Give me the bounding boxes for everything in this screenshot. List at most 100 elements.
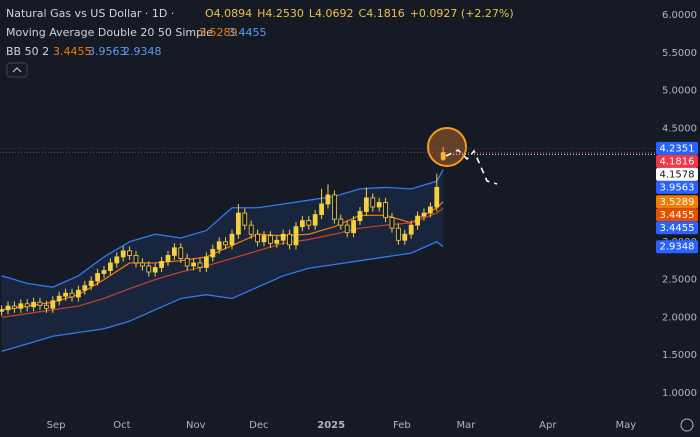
candle-body <box>383 202 388 218</box>
indicator-value: 3.5289 <box>199 26 238 39</box>
candle-body <box>139 262 145 267</box>
candle-body <box>395 227 401 241</box>
x-tick-label: Nov <box>186 420 206 431</box>
candle-body <box>165 254 171 262</box>
candle-body <box>191 262 196 267</box>
ohlc-value: +0.0927 (+2.27%) <box>410 7 514 20</box>
collapse-button[interactable] <box>6 62 28 78</box>
candle-body <box>120 250 126 258</box>
y-tick-label: 6.0000 <box>662 10 697 21</box>
candle-body <box>363 197 369 212</box>
candle-body <box>357 211 363 222</box>
candle-body <box>159 261 164 268</box>
candle-body <box>107 262 113 271</box>
candle-body <box>408 224 414 235</box>
candle-body <box>325 194 331 205</box>
candle-body <box>5 305 11 311</box>
price-label: 4.1816 <box>660 156 695 167</box>
candle-body <box>242 212 248 226</box>
x-tick-label: Sep <box>47 420 66 431</box>
candle-body <box>312 214 318 226</box>
candle-body <box>427 206 433 214</box>
candle-body <box>255 233 260 243</box>
candle-body <box>75 289 81 298</box>
ma-line <box>1 207 444 318</box>
y-tick-label: 5.0000 <box>662 86 697 97</box>
x-tick-label: Oct <box>113 420 130 431</box>
candle-body <box>267 235 273 244</box>
candle-body <box>293 226 299 246</box>
candle-body <box>69 292 75 298</box>
candle-body <box>203 256 209 268</box>
y-tick-label: 1.5000 <box>662 350 697 361</box>
indicator-name: BB 50 2 <box>6 45 49 58</box>
y-tick-label: 2.5000 <box>662 275 697 286</box>
candle-body <box>280 233 286 241</box>
indicator-value: 3.9563 <box>88 45 127 58</box>
candle-body <box>178 247 184 259</box>
y-tick-label: 4.5000 <box>662 123 697 134</box>
candle-body <box>101 270 107 274</box>
candle-body <box>82 285 88 291</box>
candle-body <box>43 304 49 309</box>
candle-body <box>18 303 24 309</box>
candle-body <box>216 241 222 250</box>
candle-body <box>415 215 420 226</box>
price-label-box <box>656 208 698 222</box>
price-label-box <box>656 180 698 194</box>
symbol-title: Natural Gas vs US Dollar · 1D · <box>6 7 174 20</box>
candle-body <box>229 233 235 246</box>
candle-body <box>434 186 440 208</box>
price-label: 4.1578 <box>660 169 695 180</box>
candle-body <box>127 250 132 256</box>
band-line <box>1 241 444 353</box>
candle-body <box>210 248 216 258</box>
candle-body <box>376 202 382 208</box>
ohlc-readout: O4.0894 H4.2530 L4.0692 C4.1816 +0.0927 (+2.… <box>205 7 514 20</box>
candle-body <box>171 247 177 256</box>
candle-body <box>184 258 190 267</box>
candle-body <box>344 224 350 234</box>
x-tick-label: Mar <box>456 420 476 431</box>
price-label-box <box>656 167 698 181</box>
candle-body <box>389 217 395 229</box>
candle-body <box>287 233 292 246</box>
candle-body <box>248 224 254 235</box>
plot-area <box>0 147 446 353</box>
ohlc-value: C4.1816 <box>359 7 405 20</box>
candle-body <box>402 233 408 241</box>
candle-body <box>31 301 36 308</box>
indicator-value: 2.9348 <box>123 45 162 58</box>
candle-body <box>421 212 427 217</box>
y-tick-label: 1.0000 <box>662 388 697 399</box>
candle-body <box>50 300 56 309</box>
ohlc-value: H4.2530 <box>257 7 304 20</box>
indicator-name: Moving Average Double 20 50 Simple <box>6 26 213 39</box>
settings-button[interactable] <box>680 418 694 432</box>
candle-body <box>0 309 4 312</box>
candle-body <box>274 239 280 244</box>
collapse-icon <box>12 67 22 73</box>
candle-body <box>331 194 337 220</box>
band-line <box>1 169 444 288</box>
candle-body <box>114 256 120 264</box>
price-label: 3.5289 <box>660 197 695 208</box>
price-label: 3.4455 <box>660 210 695 221</box>
price-label: 3.9563 <box>660 182 695 193</box>
candle-body <box>88 280 94 287</box>
candle-body <box>319 203 324 215</box>
candle-body <box>440 152 446 160</box>
candle-body <box>63 292 68 297</box>
projection-path <box>445 149 498 185</box>
highlight-circle <box>427 127 467 167</box>
price-label-box <box>656 240 698 254</box>
candle-body <box>37 301 43 306</box>
ohlc-value: L4.0692 <box>309 7 354 20</box>
candle-body <box>146 265 152 273</box>
price-label-box <box>656 141 698 155</box>
x-tick-label: May <box>616 420 637 431</box>
candle-body <box>306 220 312 226</box>
candle-body <box>152 267 158 273</box>
candle-body <box>351 220 356 234</box>
